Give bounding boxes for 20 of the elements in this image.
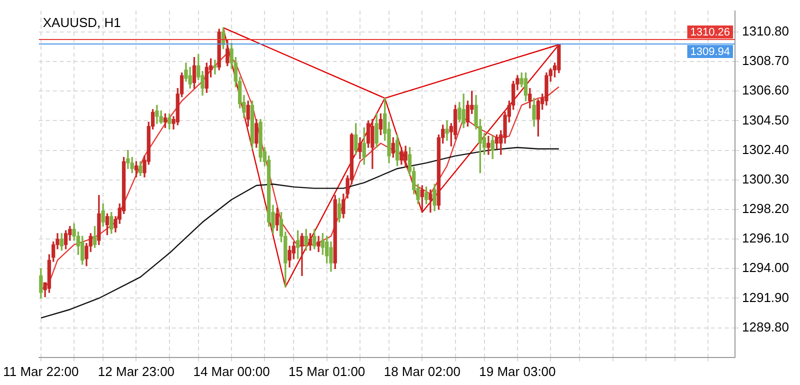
- y-tick-label: 1304.50: [742, 112, 790, 128]
- y-tick-label: 1291.90: [742, 290, 790, 305]
- x-tick-label: 11 Mar 22:00: [3, 364, 79, 379]
- ref-line-label: 1310.26: [690, 26, 730, 39]
- y-tick-label: 1308.70: [742, 53, 790, 68]
- x-tick-label: 19 Mar 03:00: [479, 364, 556, 379]
- y-tick-label: 1300.30: [742, 171, 790, 186]
- y-tick-label: 1310.80: [742, 24, 790, 39]
- y-tick-label: 1294.00: [742, 260, 790, 276]
- y-tick-label: 1289.80: [742, 319, 790, 334]
- x-tick-label: 15 Mar 01:00: [288, 364, 366, 379]
- x-tick-label: 12 Mar 23:00: [98, 364, 175, 379]
- y-tick-label: 1298.20: [742, 201, 790, 216]
- chart-title: XAUUSD, H1: [42, 14, 121, 30]
- y-tick-label: 1306.60: [742, 82, 790, 98]
- ref-line-label: 1309.94: [690, 46, 730, 58]
- x-tick-label: 18 Mar 02:00: [384, 364, 460, 379]
- y-tick-label: 1296.10: [742, 230, 790, 246]
- y-tick-label: 1302.40: [742, 142, 790, 157]
- x-tick-label: 14 Mar 00:00: [193, 364, 270, 379]
